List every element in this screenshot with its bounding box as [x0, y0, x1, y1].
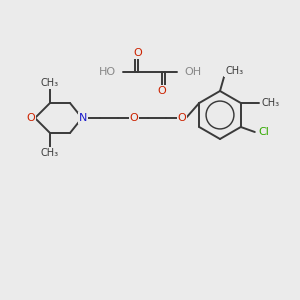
Text: O: O	[134, 48, 142, 58]
Text: OH: OH	[184, 67, 201, 77]
Text: CH₃: CH₃	[262, 98, 280, 108]
Text: O: O	[158, 86, 166, 96]
Text: CH₃: CH₃	[225, 66, 243, 76]
Text: O: O	[130, 113, 138, 123]
Text: CH₃: CH₃	[41, 78, 59, 88]
Text: HO: HO	[99, 67, 116, 77]
Text: Cl: Cl	[259, 127, 270, 137]
Text: CH₃: CH₃	[41, 148, 59, 158]
Text: N: N	[79, 113, 87, 123]
Text: O: O	[178, 113, 186, 123]
Text: O: O	[27, 113, 35, 123]
